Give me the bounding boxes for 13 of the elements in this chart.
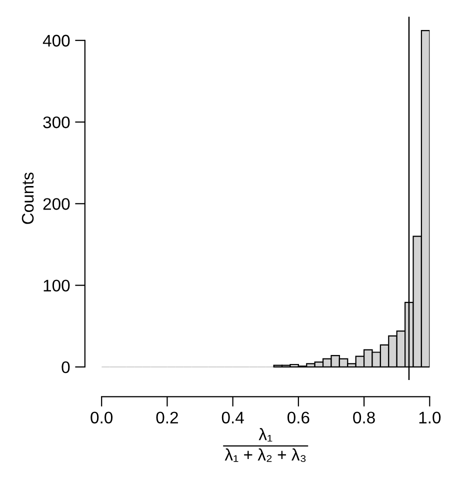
x-tick-label: 0.2 bbox=[156, 412, 178, 424]
y-tick-label: 400 bbox=[42, 34, 70, 47]
y-tick-label: 200 bbox=[43, 198, 70, 210]
y-tick-label: 0 bbox=[62, 361, 70, 374]
x-tick-label: 0.4 bbox=[222, 412, 244, 424]
x-tick-label: 0.0 bbox=[90, 412, 113, 424]
x-axis-title: λ₁ λ₁ + λ₂ + λ₃ bbox=[224, 428, 306, 462]
y-tick-label: 100 bbox=[44, 280, 70, 292]
y-tick-label: 300 bbox=[43, 116, 70, 128]
y-axis-title: Counts bbox=[22, 172, 34, 224]
x-tick-label: 1.0 bbox=[419, 412, 441, 424]
x-tick-label: 0.6 bbox=[287, 412, 310, 424]
x-tick-label: 0.8 bbox=[353, 412, 375, 424]
